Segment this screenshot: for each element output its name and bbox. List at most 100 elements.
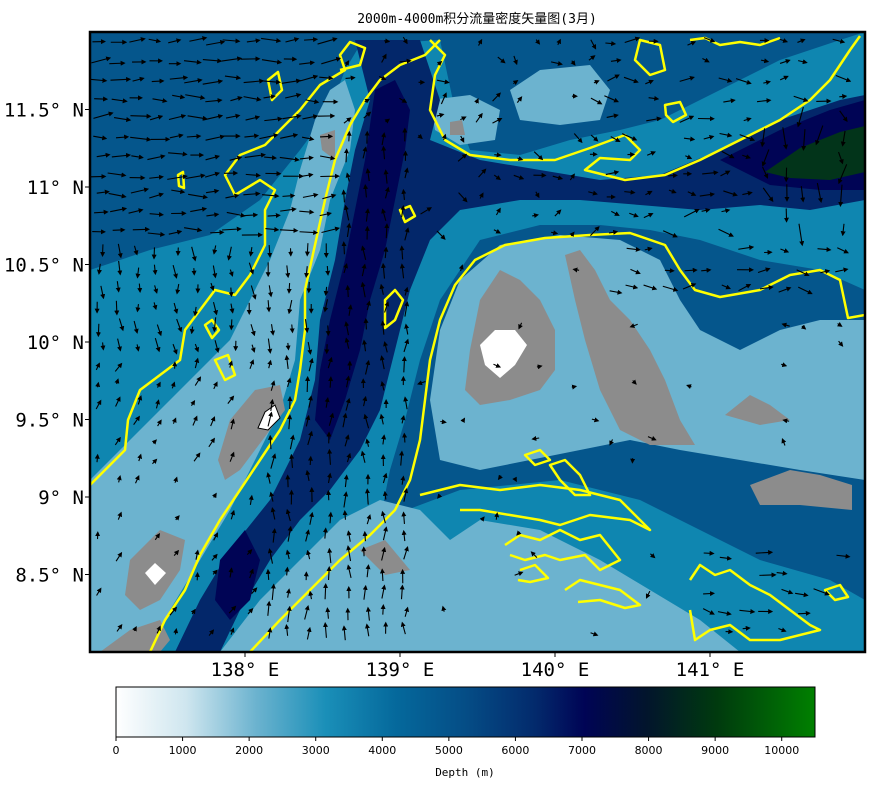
flow-vector-arrow bbox=[245, 172, 261, 178]
flow-vector-arrow bbox=[686, 384, 692, 389]
flow-vector-arrow bbox=[362, 339, 368, 352]
flow-vector-arrow bbox=[249, 568, 254, 579]
flow-vector-arrow bbox=[343, 263, 348, 274]
flow-vector-arrow bbox=[246, 549, 253, 555]
flow-vector-arrow bbox=[401, 529, 407, 542]
flow-vector-arrow bbox=[721, 284, 731, 290]
flow-vector-arrow bbox=[798, 223, 805, 247]
flow-vector-arrow bbox=[629, 323, 638, 328]
flow-vector-arrow bbox=[551, 230, 559, 236]
flow-vector-arrow bbox=[111, 152, 132, 158]
flow-vector-arrow bbox=[383, 341, 389, 353]
flow-vector-arrow bbox=[593, 80, 600, 85]
flow-vector-arrow bbox=[404, 301, 410, 317]
flow-vector-arrow bbox=[324, 396, 330, 408]
flow-vector-arrow bbox=[360, 245, 367, 260]
flow-vector-arrow bbox=[403, 338, 410, 353]
flow-vector-arrow bbox=[244, 152, 266, 158]
flow-vector-arrow bbox=[96, 189, 110, 195]
flow-vector-arrow bbox=[380, 381, 386, 391]
flow-vector-arrow bbox=[838, 164, 848, 185]
flow-vector-arrow bbox=[226, 211, 246, 218]
contour-line bbox=[398, 204, 417, 224]
flow-vector-arrow bbox=[189, 326, 195, 335]
contour-line bbox=[203, 318, 221, 340]
flow-vector-arrow bbox=[261, 59, 283, 65]
flow-vector-arrow bbox=[117, 243, 123, 259]
flow-vector-arrow bbox=[645, 190, 653, 196]
flow-vector-arrow bbox=[801, 129, 807, 151]
flow-vector-arrow bbox=[137, 395, 143, 405]
flow-vector-arrow bbox=[345, 75, 356, 81]
flow-vector-arrow bbox=[342, 412, 348, 428]
flow-vector-arrow bbox=[781, 588, 794, 595]
flow-vector-arrow bbox=[345, 172, 351, 182]
flow-vector-arrow bbox=[362, 530, 368, 542]
flow-vector-arrow bbox=[169, 606, 178, 616]
flow-vector-arrow bbox=[382, 490, 388, 500]
y-axis: 8.5° N 9° N 9.5° N 10° N 10.5° N 11° N 11.5° N bbox=[4, 100, 90, 587]
flow-vector-arrow bbox=[107, 172, 127, 178]
flow-vector-arrow bbox=[264, 155, 277, 161]
x-tick-label: 140° E bbox=[521, 659, 590, 681]
flow-vector-arrow bbox=[108, 192, 127, 199]
flow-vector-arrow bbox=[832, 38, 846, 44]
flow-vector-arrow bbox=[701, 208, 711, 213]
flow-vector-arrow bbox=[460, 116, 467, 121]
x-tick-label: 141° E bbox=[676, 659, 745, 681]
flow-vector-arrow bbox=[267, 285, 273, 298]
flow-vector-arrow bbox=[839, 94, 848, 100]
flow-vector-arrow bbox=[168, 114, 187, 121]
flow-vector-arrow bbox=[211, 492, 217, 499]
flow-vector-arrow bbox=[280, 207, 297, 212]
flow-vector-arrow bbox=[381, 584, 387, 599]
flow-vector-arrow bbox=[286, 283, 292, 294]
flow-vector-arrow bbox=[280, 133, 299, 139]
colorbar-tick-label: 6000 bbox=[501, 744, 529, 757]
flow-vector-arrow bbox=[133, 320, 139, 334]
flow-vector-arrow bbox=[360, 281, 366, 298]
contour-line bbox=[663, 100, 688, 124]
flow-vector-arrow bbox=[703, 591, 716, 597]
contour-line bbox=[688, 563, 822, 642]
flow-vector-arrow bbox=[151, 78, 165, 84]
flow-vector-arrow bbox=[285, 342, 291, 351]
flow-vector-arrow bbox=[591, 417, 600, 423]
flow-vector-arrow bbox=[299, 209, 315, 215]
flow-vector-arrow bbox=[699, 192, 715, 198]
flow-vector-arrow bbox=[172, 343, 178, 355]
contour-line bbox=[823, 583, 850, 602]
flow-vector-arrow bbox=[679, 115, 695, 123]
flow-vector-arrow bbox=[284, 566, 290, 576]
flow-vector-arrow bbox=[307, 341, 313, 355]
flow-vector-arrow bbox=[134, 474, 140, 484]
flow-vector-arrow bbox=[100, 285, 106, 300]
flow-vector-arrow bbox=[535, 39, 541, 45]
flow-vector-arrow bbox=[230, 509, 236, 520]
flow-vector-arrow bbox=[212, 317, 218, 333]
flow-vector-arrow bbox=[211, 553, 218, 561]
flow-vector-arrow bbox=[320, 155, 336, 161]
flow-vector-arrow bbox=[230, 96, 243, 102]
depth-region-shallow bbox=[90, 80, 355, 652]
flow-vector-arrow bbox=[479, 516, 485, 522]
flow-vector-arrow bbox=[458, 264, 464, 272]
flow-vector-arrow bbox=[117, 511, 123, 520]
flow-vector-arrow bbox=[173, 549, 180, 557]
flow-vector-arrow bbox=[266, 300, 272, 313]
flow-vector-arrow bbox=[590, 226, 600, 237]
flow-vector-arrow bbox=[381, 132, 386, 146]
flow-vector-arrow bbox=[229, 627, 235, 635]
flow-vector-arrow bbox=[118, 318, 125, 332]
flow-vector-arrow bbox=[571, 384, 578, 390]
flow-vector-arrow bbox=[436, 79, 450, 85]
flow-vector-arrow bbox=[836, 553, 851, 559]
flow-vector-arrow bbox=[344, 321, 350, 336]
flow-vector-arrow bbox=[132, 625, 137, 632]
flow-vector-arrow bbox=[317, 37, 338, 45]
flow-vector-arrow bbox=[279, 228, 299, 234]
flow-vector-arrow bbox=[400, 475, 406, 485]
flow-vector-arrow bbox=[365, 168, 371, 182]
flow-vector-arrow bbox=[94, 453, 100, 463]
flow-vector-arrow bbox=[403, 487, 409, 502]
